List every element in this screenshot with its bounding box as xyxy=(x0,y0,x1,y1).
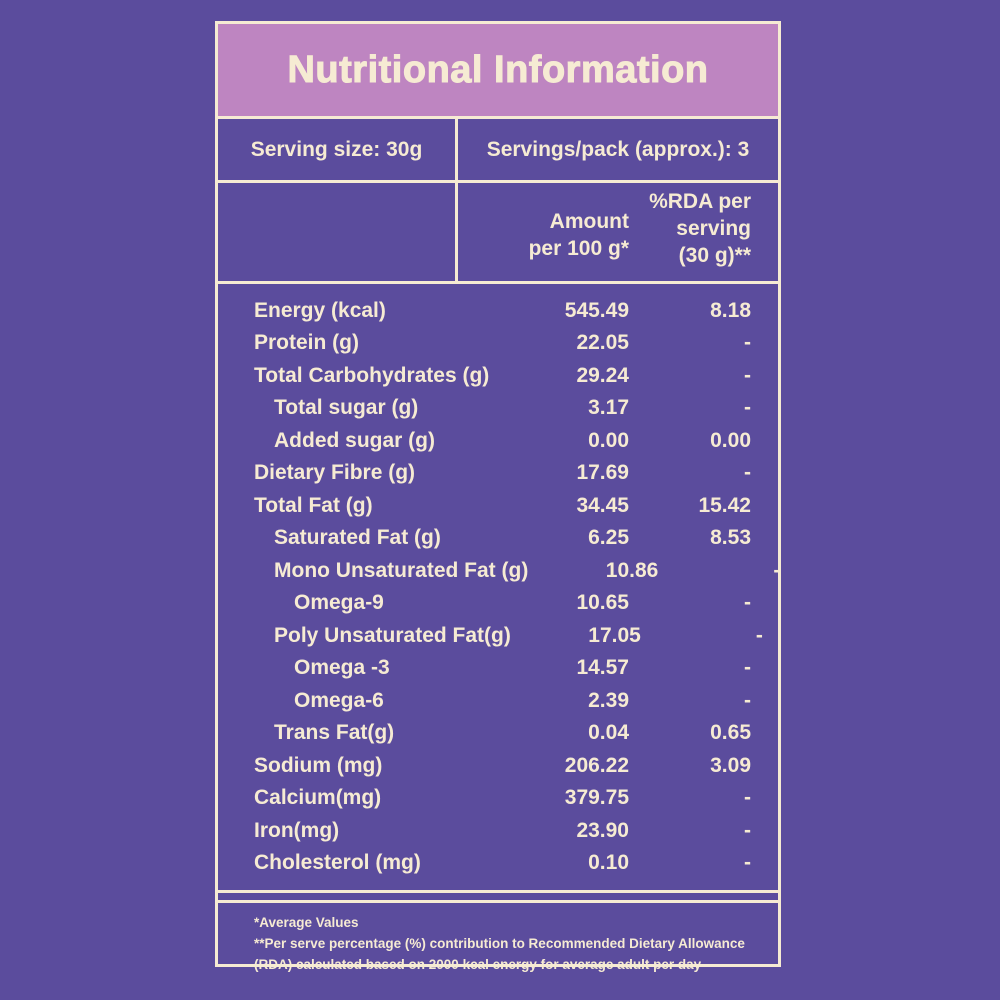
nutrient-amount-value: 545.49 xyxy=(564,298,629,322)
nutrient-rda-value: 8.18 xyxy=(710,298,751,322)
footnote-line: (RDA) calculated based on 2000 kcal ener… xyxy=(254,956,702,972)
nutrient-amount-value: 10.65 xyxy=(576,591,629,615)
nutrient-name: Sodium (mg) xyxy=(254,753,383,777)
nutrient-name: Energy (kcal) xyxy=(254,298,386,322)
nutrient-amount-value: 17.69 xyxy=(576,461,629,485)
nutrient-row: Protein (g) 22.05 - xyxy=(218,331,778,355)
rda-column-header: %RDA per serving (30 g)** xyxy=(649,190,751,267)
nutrient-rda-value: - xyxy=(744,656,751,680)
nutrient-row: Total sugar (g) 3.17 - xyxy=(218,396,778,420)
nutrient-row: Energy (kcal) 545.49 8.18 xyxy=(218,299,778,323)
nutrient-name: Poly Unsaturated Fat(g) xyxy=(274,623,511,647)
nutrient-row: Omega -3 14.57 - xyxy=(218,656,778,680)
nutrient-row: Cholesterol (mg) 0.10 - xyxy=(218,851,778,875)
nutrient-rda-value: - xyxy=(744,331,751,355)
nutrient-amount-value: 6.25 xyxy=(588,526,629,550)
nutrient-rda-value: - xyxy=(744,688,751,712)
nutrient-name: Omega-9 xyxy=(294,591,384,615)
column-headers-cell: Amount per 100 g* %RDA per serving (30 g… xyxy=(458,183,778,281)
serving-info-row: Serving size: 30g Servings/pack (approx.… xyxy=(218,119,778,183)
footnote-line: *Average Values xyxy=(254,915,359,930)
nutrient-name: Protein (g) xyxy=(254,331,359,355)
nutrient-amount-value: 10.86 xyxy=(605,558,659,582)
nutrient-name: Omega -3 xyxy=(294,656,390,680)
nutrient-rda-value: 15.42 xyxy=(698,493,751,517)
nutrient-name: Dietary Fibre (g) xyxy=(254,461,416,485)
nutrient-row: Calcium(mg) 379.75 - xyxy=(218,786,778,810)
nutrient-amount-value: 206.22 xyxy=(564,753,629,777)
nutrient-row: Total Carbohydrates (g) 29.24 - xyxy=(218,364,778,388)
nutrient-row: Mono Unsaturated Fat (g) 10.86 - xyxy=(218,558,781,583)
nutrient-row: Dietary Fibre (g) 17.69 - xyxy=(218,461,778,485)
nutrient-amount-value: 3.17 xyxy=(588,396,629,420)
nutrient-amount-value: 0.00 xyxy=(588,428,629,452)
empty-header-cell xyxy=(218,183,458,281)
nutrient-rda-value: 0.00 xyxy=(710,428,751,452)
servings-per-pack-cell: Servings/pack (approx.): 3 xyxy=(486,137,750,161)
nutrient-row: Sodium (mg) 206.22 3.09 xyxy=(218,754,778,778)
nutrient-rda-value: - xyxy=(773,558,781,582)
nutrient-row: Trans Fat(g) 0.04 0.65 xyxy=(218,721,778,745)
nutrient-name: Total sugar (g) xyxy=(274,396,419,420)
nutrient-amount-value: 2.39 xyxy=(588,688,629,712)
nutrient-amount-value: 0.04 xyxy=(588,721,629,745)
nutrient-amount-value: 22.05 xyxy=(576,331,629,355)
nutrient-rda-value: - xyxy=(755,623,763,647)
footnotes-section: *Average Values **Per serve percentage (%… xyxy=(218,903,778,976)
nutrient-name: Added sugar (g) xyxy=(274,428,435,452)
nutrient-row: Iron(mg) 23.90 - xyxy=(218,819,778,843)
nutrient-rda-value: - xyxy=(744,786,751,810)
nutrient-amount-value: 34.45 xyxy=(576,493,629,517)
nutrient-amount-value: 0.10 xyxy=(588,851,629,875)
nutrient-name: Total Fat (g) xyxy=(254,493,373,517)
nutrient-rda-value: 8.53 xyxy=(710,526,751,550)
title-band: Nutritional Information xyxy=(218,24,778,119)
nutrient-name: Total Carbohydrates (g) xyxy=(254,363,490,387)
amount-column-header: Amount per 100 g* xyxy=(528,210,629,260)
nutrient-rda-value: - xyxy=(744,818,751,842)
nutrient-name: Mono Unsaturated Fat (g) xyxy=(274,558,529,582)
nutrient-rda-value: - xyxy=(744,851,751,875)
nutrient-row: Total Fat (g) 34.45 15.42 xyxy=(218,494,778,518)
nutrient-rda-value: 3.09 xyxy=(710,753,751,777)
nutrient-row: Added sugar (g) 0.00 0.00 xyxy=(218,429,778,453)
nutrient-name: Omega-6 xyxy=(294,688,384,712)
nutrient-row: Omega-6 2.39 - xyxy=(218,689,778,713)
nutrient-name: Cholesterol (mg) xyxy=(254,851,421,875)
nutrient-amount-value: 17.05 xyxy=(588,623,641,647)
nutrient-rda-value: - xyxy=(744,363,751,387)
nutrient-row: Poly Unsaturated Fat(g) 17.05 - xyxy=(218,624,778,648)
nutrient-name: Iron(mg) xyxy=(254,818,340,842)
label-title: Nutritional Information xyxy=(287,48,709,91)
serving-size-cell: Serving size: 30g xyxy=(218,119,458,180)
nutrient-rda-value: - xyxy=(744,461,751,485)
nutrient-amount-value: 23.90 xyxy=(576,818,629,842)
divider-gap xyxy=(218,893,778,903)
nutrient-name: Calcium(mg) xyxy=(254,786,382,810)
nutrient-amount-value: 14.57 xyxy=(576,656,629,680)
column-header-row: Amount per 100 g* %RDA per serving (30 g… xyxy=(218,183,778,284)
nutrition-label: Nutritional Information Serving size: 30… xyxy=(215,21,781,972)
nutrient-row: Saturated Fat (g) 6.25 8.53 xyxy=(218,526,778,550)
nutrient-rda-value: - xyxy=(744,591,751,615)
footnote-line: **Per serve percentage (%) contribution … xyxy=(254,935,745,951)
nutrient-rda-value: 0.65 xyxy=(710,721,751,745)
nutrient-table: Energy (kcal) 545.49 8.18 Protein (g) 22.05 -… xyxy=(218,284,781,893)
nutrient-rda-value: - xyxy=(744,396,751,420)
nutrient-row: Omega-9 10.65 - xyxy=(218,591,778,615)
nutrient-name: Trans Fat(g) xyxy=(274,721,395,745)
nutrient-amount-value: 379.75 xyxy=(564,786,629,810)
nutrient-name: Saturated Fat (g) xyxy=(274,526,441,550)
nutrient-amount-value: 29.24 xyxy=(576,363,629,387)
